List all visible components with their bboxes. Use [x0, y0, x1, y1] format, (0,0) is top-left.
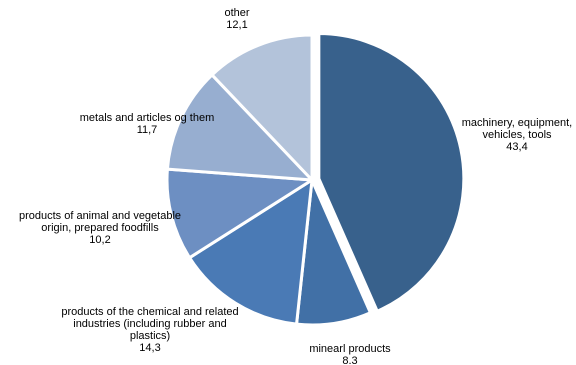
slice-label-line: metals and articles og them — [80, 112, 215, 124]
slice-label-line: origin, prepared foodfills — [41, 222, 159, 234]
slice-value-5: 12,1 — [226, 19, 247, 31]
pie-slice-2 — [188, 178, 314, 326]
slice-label-line: industries (including rubber and — [73, 318, 226, 330]
slice-label-3: products of animal and vegetable origin, … — [19, 210, 181, 246]
slice-label-line: minearl products — [309, 343, 391, 355]
slice-label-line: products of the chemical and related — [61, 306, 238, 318]
slice-value-3: 10,2 — [89, 234, 110, 246]
slice-label-line: machinery, equipment, — [462, 117, 572, 129]
pie-slice-3 — [165, 167, 314, 260]
pie-slice-4 — [165, 73, 314, 182]
slice-label-2: products of the chemical and related indu… — [61, 306, 238, 354]
slice-value-4: 11,7 — [137, 124, 158, 136]
slice-label-line: other — [224, 7, 249, 19]
slice-label-4: metals and articles og them 11,7 — [80, 112, 215, 136]
slice-label-1: minearl products 8.3 — [309, 343, 391, 365]
slice-label-5: other 12,1 — [224, 7, 249, 31]
slice-label-0: machinery, equipment, vehicles, tools 43,4 — [462, 117, 572, 153]
slice-value-1: 8.3 — [342, 355, 357, 365]
slice-label-line: plastics) — [130, 330, 170, 342]
slice-labels: machinery, equipment, vehicles, tools 43,4… — [19, 7, 572, 365]
pie-slice-0 — [317, 32, 466, 313]
pie-slice-5 — [210, 33, 314, 182]
slice-label-line: vehicles, tools — [482, 129, 552, 141]
slice-value-2: 14,3 — [139, 342, 160, 354]
slice-label-line: products of animal and vegetable — [19, 210, 181, 222]
pie-slices — [165, 32, 466, 327]
slice-value-0: 43,4 — [506, 141, 527, 153]
